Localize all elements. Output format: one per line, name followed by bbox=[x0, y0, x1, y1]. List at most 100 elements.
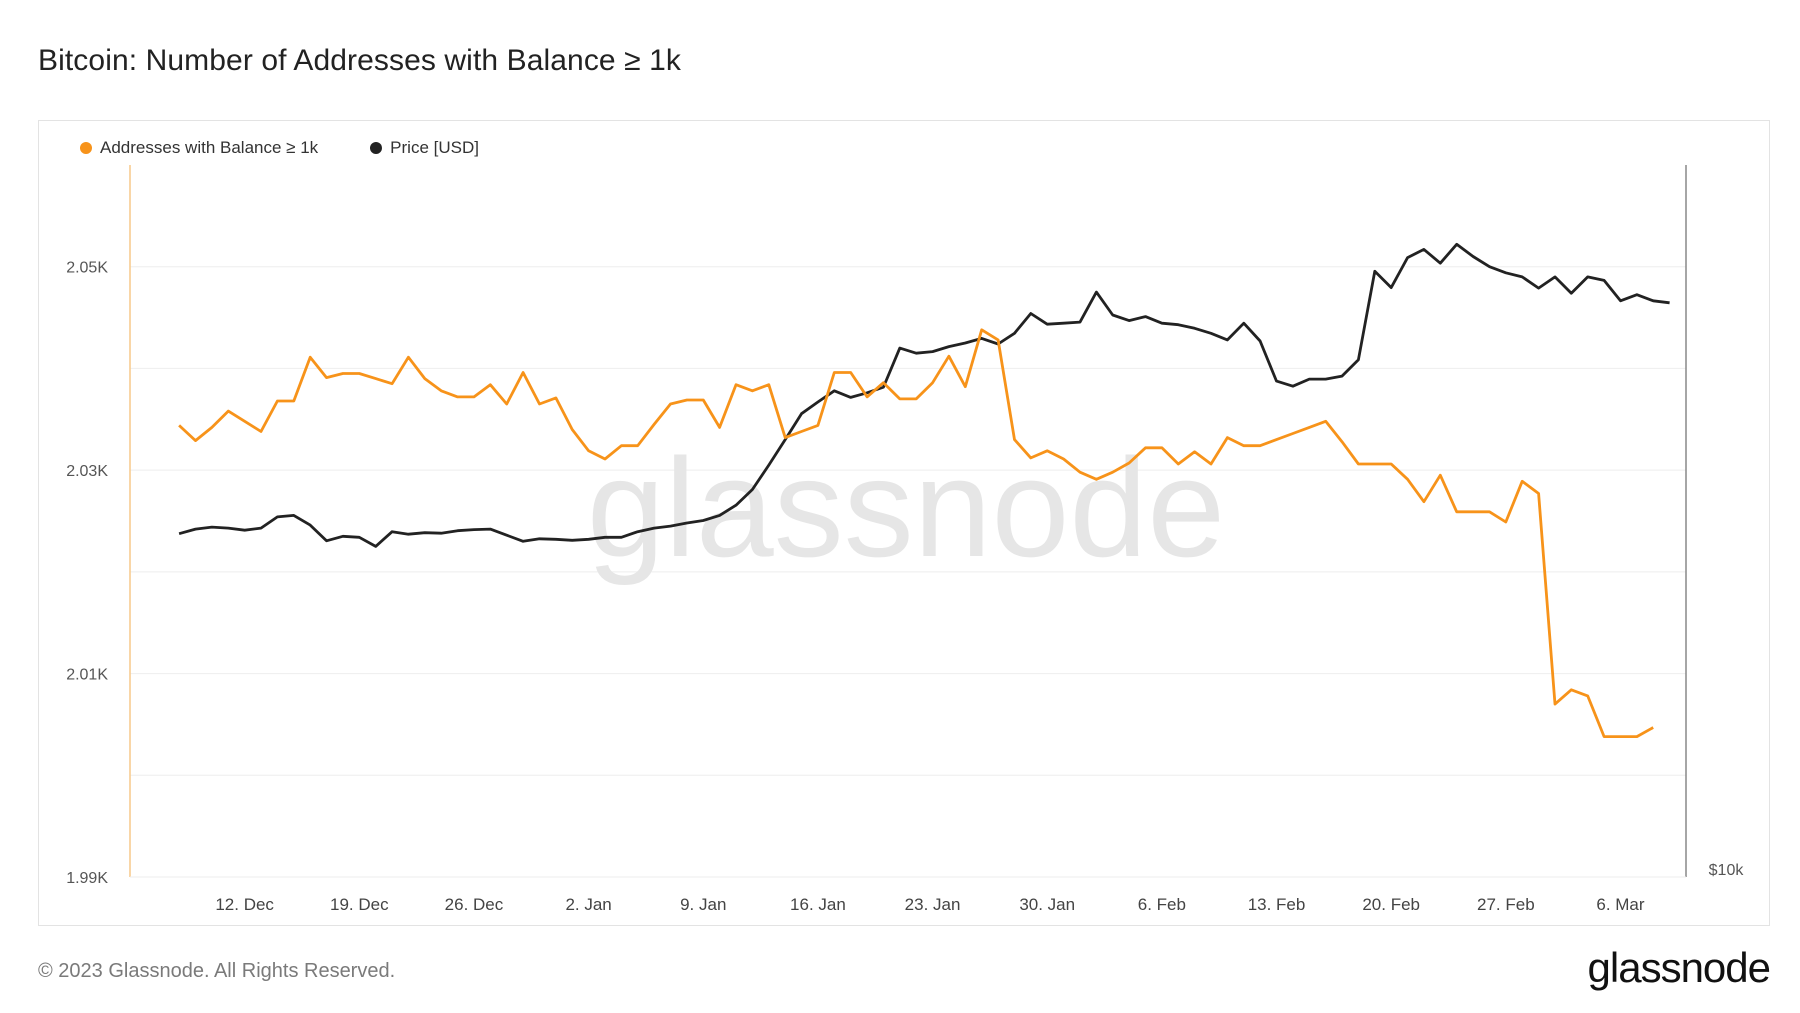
point-addresses[interactable] bbox=[569, 426, 575, 432]
point-price[interactable] bbox=[799, 411, 805, 417]
point-addresses[interactable] bbox=[209, 424, 215, 430]
point-addresses[interactable] bbox=[799, 428, 805, 434]
point-addresses[interactable] bbox=[668, 401, 674, 407]
point-price[interactable] bbox=[1257, 338, 1263, 344]
point-addresses[interactable] bbox=[1601, 734, 1607, 740]
point-addresses[interactable] bbox=[766, 382, 772, 388]
point-price[interactable] bbox=[1274, 378, 1280, 384]
point-price[interactable] bbox=[356, 534, 362, 540]
point-price[interactable] bbox=[438, 530, 444, 536]
point-addresses[interactable] bbox=[1486, 509, 1492, 515]
legend-item-addresses[interactable]: Addresses with Balance ≥ 1k bbox=[80, 138, 318, 158]
point-addresses[interactable] bbox=[373, 376, 379, 382]
point-price[interactable] bbox=[995, 341, 1001, 347]
point-addresses[interactable] bbox=[1372, 461, 1378, 467]
point-addresses[interactable] bbox=[1044, 448, 1050, 454]
point-addresses[interactable] bbox=[602, 456, 608, 462]
point-addresses[interactable] bbox=[1241, 443, 1247, 449]
point-price[interactable] bbox=[815, 399, 821, 405]
point-price[interactable] bbox=[1568, 290, 1574, 296]
point-price[interactable] bbox=[471, 527, 477, 533]
point-addresses[interactable] bbox=[455, 394, 461, 400]
point-addresses[interactable] bbox=[684, 397, 690, 403]
point-price[interactable] bbox=[422, 530, 428, 536]
point-price[interactable] bbox=[291, 512, 297, 518]
point-price[interactable] bbox=[455, 528, 461, 534]
point-price[interactable] bbox=[1306, 376, 1312, 382]
point-addresses[interactable] bbox=[1175, 461, 1181, 467]
point-price[interactable] bbox=[569, 537, 575, 543]
point-addresses[interactable] bbox=[389, 381, 395, 387]
point-price[interactable] bbox=[553, 536, 559, 542]
point-addresses[interactable] bbox=[1290, 431, 1296, 437]
point-addresses[interactable] bbox=[225, 408, 231, 414]
point-addresses[interactable] bbox=[1274, 437, 1280, 443]
point-addresses[interactable] bbox=[1224, 435, 1230, 441]
point-price[interactable] bbox=[684, 520, 690, 526]
point-price[interactable] bbox=[1405, 255, 1411, 261]
point-addresses[interactable] bbox=[258, 428, 264, 434]
point-addresses[interactable] bbox=[1093, 476, 1099, 482]
point-price[interactable] bbox=[1093, 289, 1099, 295]
point-addresses[interactable] bbox=[1339, 439, 1345, 445]
point-price[interactable] bbox=[1421, 246, 1427, 252]
point-price[interactable] bbox=[1192, 325, 1198, 331]
point-addresses[interactable] bbox=[1470, 509, 1476, 515]
point-addresses[interactable] bbox=[520, 369, 526, 375]
point-addresses[interactable] bbox=[1454, 509, 1460, 515]
point-addresses[interactable] bbox=[848, 369, 854, 375]
point-addresses[interactable] bbox=[242, 418, 248, 424]
point-addresses[interactable] bbox=[1306, 424, 1312, 430]
point-addresses[interactable] bbox=[1405, 476, 1411, 482]
point-addresses[interactable] bbox=[913, 396, 919, 402]
point-addresses[interactable] bbox=[717, 424, 723, 430]
point-addresses[interactable] bbox=[422, 376, 428, 382]
point-addresses[interactable] bbox=[815, 422, 821, 428]
point-price[interactable] bbox=[193, 526, 199, 532]
point-price[interactable] bbox=[258, 525, 264, 531]
point-addresses[interactable] bbox=[1355, 461, 1361, 467]
point-price[interactable] bbox=[1470, 254, 1476, 260]
point-addresses[interactable] bbox=[438, 388, 444, 394]
point-addresses[interactable] bbox=[487, 382, 493, 388]
point-price[interactable] bbox=[897, 345, 903, 351]
point-addresses[interactable] bbox=[1634, 734, 1640, 740]
point-price[interactable] bbox=[717, 512, 723, 518]
point-price[interactable] bbox=[1601, 277, 1607, 283]
point-addresses[interactable] bbox=[1650, 724, 1656, 730]
point-addresses[interactable] bbox=[1388, 461, 1394, 467]
point-price[interactable] bbox=[324, 538, 330, 544]
point-addresses[interactable] bbox=[291, 398, 297, 404]
point-price[interactable] bbox=[1208, 330, 1214, 336]
point-price[interactable] bbox=[389, 529, 395, 535]
point-addresses[interactable] bbox=[1159, 445, 1165, 451]
point-price[interactable] bbox=[979, 335, 985, 341]
point-price[interactable] bbox=[586, 536, 592, 542]
point-addresses[interactable] bbox=[1323, 418, 1329, 424]
point-price[interactable] bbox=[635, 529, 641, 535]
point-price[interactable] bbox=[1175, 322, 1181, 328]
point-price[interactable] bbox=[1454, 241, 1460, 247]
point-price[interactable] bbox=[880, 384, 886, 390]
point-addresses[interactable] bbox=[1257, 443, 1263, 449]
point-price[interactable] bbox=[1044, 321, 1050, 327]
point-price[interactable] bbox=[1437, 260, 1443, 266]
point-price[interactable] bbox=[782, 437, 788, 443]
point-addresses[interactable] bbox=[635, 443, 641, 449]
point-price[interactable] bbox=[766, 462, 772, 468]
point-price[interactable] bbox=[1519, 274, 1525, 280]
point-price[interactable] bbox=[1552, 274, 1558, 280]
point-addresses[interactable] bbox=[553, 395, 559, 401]
legend-item-price[interactable]: Price [USD] bbox=[370, 138, 479, 158]
point-addresses[interactable] bbox=[176, 422, 182, 428]
point-addresses[interactable] bbox=[307, 354, 313, 360]
point-price[interactable] bbox=[1650, 298, 1656, 304]
point-price[interactable] bbox=[749, 486, 755, 492]
point-price[interactable] bbox=[1585, 274, 1591, 280]
point-price[interactable] bbox=[1486, 264, 1492, 270]
point-price[interactable] bbox=[1323, 376, 1329, 382]
point-price[interactable] bbox=[962, 340, 968, 346]
point-addresses[interactable] bbox=[1061, 456, 1067, 462]
point-addresses[interactable] bbox=[1142, 445, 1148, 451]
point-addresses[interactable] bbox=[979, 327, 985, 333]
